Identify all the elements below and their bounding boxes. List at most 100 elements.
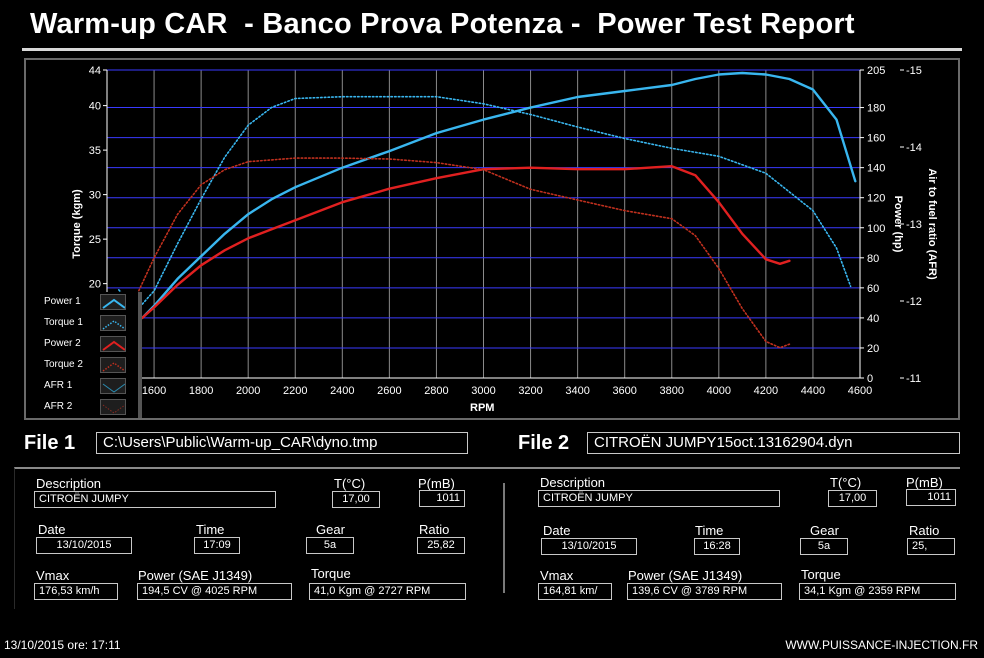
run1-power-label: Power (SAE J1349) (138, 568, 253, 583)
legend-item-afr-2[interactable]: AFR 2 (26, 399, 142, 417)
run1-ratio-label: Ratio (419, 522, 450, 537)
legend-label: AFR 2 (44, 401, 73, 412)
run2-description-field[interactable]: CITROËN JUMPY (538, 490, 780, 507)
run1-gear-label: Gear (316, 522, 345, 537)
y-right-tick-label: 40 (867, 313, 879, 325)
series-torque-1 (118, 95, 852, 305)
y-right-tick-label: 20 (867, 343, 879, 355)
y-afr-tick-label: -15 (906, 65, 922, 77)
run2-time-field[interactable]: 16:28 (694, 538, 740, 555)
x-tick-label: 3600 (612, 385, 636, 397)
y-right-tick-label: 205 (867, 65, 885, 77)
run1-description-field[interactable]: CITROËN JUMPY (34, 491, 276, 508)
run2-pressure-field[interactable]: 1011 (906, 489, 956, 506)
run2-ratio-label: Ratio (909, 523, 940, 538)
legend-scrollbar[interactable] (138, 292, 142, 418)
run1-ratio-field[interactable]: 25,82 (417, 537, 465, 554)
line-dotted-blue-icon (100, 315, 126, 331)
run1-time-field[interactable]: 17:09 (194, 537, 240, 554)
line-dotted-brown-icon (100, 399, 126, 415)
legend-item-afr-1[interactable]: AFR 1 (26, 378, 142, 396)
line-solid-blue-icon (100, 294, 126, 310)
y-right-tick-label: 100 (867, 223, 885, 235)
run1-pressure-label: P(mB) (418, 476, 455, 491)
y-left-tick-label: 20 (89, 279, 101, 291)
x-tick-label: 3400 (565, 385, 589, 397)
y-right-tick-label: 180 (867, 103, 885, 115)
file1-path-field[interactable]: C:\Users\Public\Warm-up_CAR\dyno.tmp (96, 432, 468, 454)
x-tick-label: 4200 (754, 385, 778, 397)
run2-vmax-label: Vmax (540, 568, 574, 583)
run2-pressure-label: P(mB) (906, 475, 943, 490)
footer-url[interactable]: WWW.PUISSANCE-INJECTION.FR (785, 638, 978, 652)
run2-gear-field[interactable]: 5a (800, 538, 848, 555)
run1-gear-field[interactable]: 5a (306, 537, 354, 554)
run2-gear-label: Gear (810, 523, 839, 538)
run1-temp-label: T(°C) (334, 476, 366, 491)
run2-vmax-field[interactable]: 164,81 km/ (538, 583, 612, 600)
run1-temp-field[interactable]: 17,00 (332, 491, 380, 508)
y-right-tick-label: 0 (867, 373, 873, 385)
x-tick-label: 1600 (142, 385, 166, 397)
run1-torque-field[interactable]: 41,0 Kgm @ 2727 RPM (309, 583, 466, 600)
y-left-tick-label: 40 (89, 101, 101, 113)
title-rule (22, 48, 962, 51)
run2-time-label: Time (695, 523, 724, 538)
run1-date-field[interactable]: 13/10/2015 (36, 537, 132, 554)
legend-label: Torque 2 (44, 359, 83, 370)
legend-label: AFR 1 (44, 380, 73, 391)
dyno-chart: 1600 1800 2000 2200 2400 2600 2800 3000 3200 3400… (71, 65, 938, 414)
legend-item-power-1[interactable]: Power 1 (26, 294, 142, 312)
run2-torque-label: Torque (801, 567, 841, 582)
y-right-tick-label: 160 (867, 133, 885, 145)
file1-label: File 1 (24, 432, 76, 454)
y-right-tick-label: 120 (867, 193, 885, 205)
run1-vmax-field[interactable]: 176,53 km/h (34, 583, 118, 600)
y-afr-tick-label: -13 (906, 219, 922, 231)
x-tick-label: 2200 (283, 385, 307, 397)
legend-item-torque-1[interactable]: Torque 1 (26, 315, 142, 333)
run2-power-field[interactable]: 139,6 CV @ 3789 RPM (627, 583, 782, 600)
legend-label: Power 2 (44, 338, 81, 349)
x-tick-label: 4400 (801, 385, 825, 397)
x-tick-label: 2400 (330, 385, 354, 397)
y-right-tick-label: 60 (867, 283, 879, 295)
run2-torque-field[interactable]: 34,1 Kgm @ 2359 RPM (799, 583, 956, 600)
report-title: Warm-up CAR - Banco Prova Potenza - Powe… (30, 8, 855, 40)
run1-date-label: Date (38, 522, 66, 537)
legend-item-torque-2[interactable]: Torque 2 (26, 357, 142, 375)
y-afr-tick-label: -12 (906, 296, 922, 308)
run2-ratio-field[interactable]: 25, (907, 538, 955, 555)
footer-datetime: 13/10/2015 ore: 17:11 (4, 638, 121, 652)
run1-pressure-field[interactable]: 1011 (419, 490, 465, 507)
legend-label: Power 1 (44, 296, 81, 307)
legend-item-power-2[interactable]: Power 2 (26, 336, 142, 354)
y-afr-axis-title: Air to fuel ratio (AFR) (926, 168, 938, 280)
y-left-axis-title: Torque (kgm) (71, 189, 83, 259)
x-tick-label: 4000 (707, 385, 731, 397)
run2-description-label: Description (540, 475, 606, 490)
series-torque-2 (118, 157, 791, 349)
panel-divider (503, 483, 505, 593)
run2-date-field[interactable]: 13/10/2015 (541, 538, 637, 555)
run1-torque-label: Torque (311, 566, 351, 581)
run1-power-field[interactable]: 194,5 CV @ 4025 RPM (137, 583, 292, 600)
run1-vmax-label: Vmax (36, 568, 70, 583)
y-left-tick-label: 25 (89, 234, 101, 246)
y-left-tick-label: 30 (89, 190, 101, 202)
run1-time-label: Time (196, 522, 225, 537)
y-afr-tick-label: -11 (906, 373, 921, 385)
run2-temp-label: T(°C) (830, 475, 862, 490)
file2-path-field[interactable]: CITROËN JUMPY15oct.13162904.dyn (587, 432, 960, 454)
x-tick-label: 3200 (518, 385, 542, 397)
x-tick-label: 3800 (660, 385, 684, 397)
run2-temp-field[interactable]: 17,00 (828, 490, 877, 507)
y-left-tick-label: 44 (89, 65, 101, 77)
line-solid-teal-icon (100, 378, 126, 394)
x-tick-label: 2000 (236, 385, 260, 397)
x-tick-label: 1800 (189, 385, 213, 397)
y-right-tick-label: 80 (867, 253, 879, 265)
series-power-1 (141, 71, 857, 320)
chart-legend: Power 1 Torque 1 Power 2 Torque 2 AFR 1 … (26, 292, 142, 418)
run2-power-label: Power (SAE J1349) (628, 568, 743, 583)
